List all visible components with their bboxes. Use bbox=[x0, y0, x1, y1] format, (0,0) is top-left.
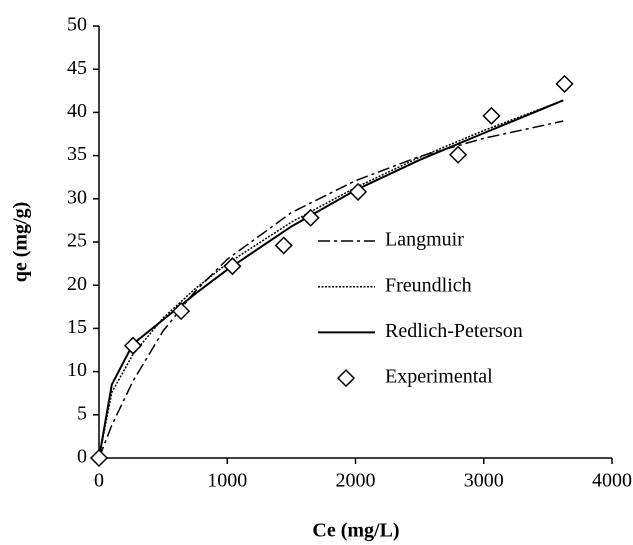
data-point bbox=[274, 236, 293, 255]
y-tick-label: 10 bbox=[67, 359, 87, 381]
y-tick-label: 5 bbox=[77, 402, 87, 424]
data-point bbox=[301, 208, 320, 227]
data-point bbox=[482, 106, 501, 125]
series-line bbox=[98, 120, 564, 459]
y-tick-label: 0 bbox=[77, 446, 87, 468]
legend-swatch bbox=[336, 369, 356, 388]
y-tick-label: 20 bbox=[67, 273, 87, 295]
data-point bbox=[449, 145, 468, 164]
y-tick-label: 30 bbox=[67, 186, 87, 208]
x-tick-label: 2000 bbox=[336, 470, 376, 492]
y-tick-label: 40 bbox=[67, 100, 87, 122]
data-point bbox=[123, 336, 143, 355]
y-tick-label: 15 bbox=[67, 316, 87, 338]
data-point bbox=[555, 74, 574, 93]
y-tick-label: 45 bbox=[67, 57, 87, 79]
legend-label: Langmuir bbox=[385, 229, 464, 251]
y-tick-label: 35 bbox=[67, 143, 87, 165]
legend-label: Freundlich bbox=[385, 274, 472, 296]
y-tick-label: 25 bbox=[67, 230, 87, 252]
legend-label: Experimental bbox=[385, 366, 493, 388]
data-point bbox=[223, 257, 242, 276]
x-tick-label: 1000 bbox=[207, 470, 247, 492]
x-tick-label: 4000 bbox=[592, 470, 632, 492]
y-tick-label: 50 bbox=[67, 14, 87, 36]
data-point bbox=[172, 302, 191, 321]
x-tick-label: 0 bbox=[94, 470, 104, 492]
legend-label: Redlich-Peterson bbox=[385, 320, 523, 342]
data-point bbox=[89, 448, 109, 468]
x-tick-label: 3000 bbox=[464, 470, 504, 492]
data-point bbox=[349, 182, 368, 201]
y-axis-title: qe (mg/g) bbox=[10, 202, 32, 283]
x-axis-title: Ce (mg/L) bbox=[312, 520, 399, 542]
